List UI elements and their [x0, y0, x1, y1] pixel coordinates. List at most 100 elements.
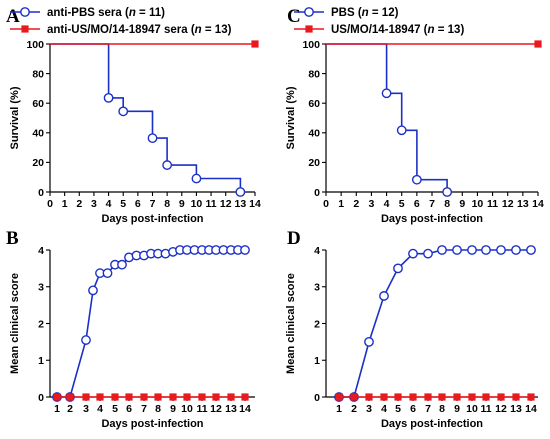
legend-label-prefix: US/MO/14-18947 ( [331, 24, 428, 36]
data-point [118, 106, 129, 117]
data-point [240, 245, 250, 255]
x-tick-label: 11 [206, 198, 217, 210]
data-point [467, 245, 477, 255]
data-point [162, 160, 173, 170]
x-tick-label: 7 [141, 403, 147, 415]
x-tick-label: 5 [112, 403, 118, 415]
x-tick-label: 3 [91, 198, 97, 210]
x-tick-label: 7 [425, 403, 431, 415]
legend-marker [20, 7, 30, 17]
x-tick-label: 8 [439, 403, 445, 415]
data-point [496, 245, 506, 255]
x-tick-label: 6 [126, 403, 132, 415]
data-point [512, 393, 520, 401]
x-tick-label: 14 [525, 403, 537, 415]
data-point [482, 393, 490, 401]
y-tick-label: 4 [314, 245, 320, 257]
data-point [103, 92, 114, 103]
data-point [140, 393, 148, 401]
x-tick-label: 5 [120, 198, 126, 210]
y-tick-label: 20 [308, 157, 320, 169]
data-point [53, 393, 61, 401]
y-axis-title: Survival (%) [9, 86, 21, 149]
data-point [102, 268, 113, 279]
y-axis-title: Survival (%) [285, 86, 297, 149]
x-tick-label: 9 [454, 403, 460, 415]
data-point [527, 393, 535, 401]
x-tick-label: 12 [210, 403, 222, 415]
x-tick-label: 9 [459, 198, 465, 210]
y-tick-label: 1 [314, 355, 320, 367]
x-tick-label: 0 [323, 198, 329, 210]
y-tick-label: 3 [38, 282, 44, 294]
x-tick-label: 0 [47, 198, 53, 210]
x-tick-label: 6 [410, 403, 416, 415]
y-tick-label: 0 [314, 392, 320, 404]
panel-letter: A [6, 6, 20, 27]
data-point [380, 393, 388, 401]
y-tick-label: 0 [38, 392, 44, 404]
data-point [526, 245, 536, 255]
x-tick-label: 12 [495, 403, 507, 415]
data-point [396, 125, 407, 136]
data-point [66, 393, 74, 401]
x-tick-label: 11 [487, 198, 498, 210]
x-tick-label: 4 [97, 403, 103, 415]
x-tick-label: 3 [366, 403, 372, 415]
x-tick-label: 10 [181, 403, 193, 415]
data-point [408, 248, 418, 259]
y-tick-label: 3 [314, 282, 320, 294]
x-tick-label: 4 [381, 403, 387, 415]
y-tick-label: 100 [302, 39, 320, 51]
series-line [50, 43, 242, 192]
x-axis-title: Days post-infection [101, 418, 203, 430]
y-tick-label: 80 [308, 68, 320, 80]
data-point [534, 40, 542, 48]
legend-marker [21, 25, 29, 33]
y-tick-label: 40 [308, 128, 320, 140]
data-point [379, 291, 389, 301]
data-point [394, 393, 402, 401]
series-line [339, 249, 531, 398]
x-tick-label: 8 [155, 403, 161, 415]
data-point [241, 393, 249, 401]
x-tick-label: 11 [480, 403, 491, 415]
data-point [411, 174, 422, 185]
data-point [82, 393, 90, 401]
legend-label-prefix: anti-PBS sera ( [47, 7, 129, 19]
data-point [235, 187, 246, 197]
data-point [147, 133, 158, 144]
series-line [57, 249, 245, 398]
x-tick-label: 2 [351, 403, 357, 415]
data-point [438, 393, 446, 401]
data-point [96, 393, 104, 401]
y-tick-label: 20 [32, 157, 44, 169]
panel-letter: B [6, 228, 19, 249]
x-tick-label: 13 [517, 198, 529, 210]
panel-letter: D [287, 228, 301, 249]
data-point [154, 393, 162, 401]
x-tick-label: 6 [135, 198, 141, 210]
series-blue [334, 245, 536, 402]
y-tick-label: 0 [38, 187, 44, 199]
legend-label-suffix: = 11) [136, 7, 165, 19]
x-tick-label: 14 [239, 403, 251, 415]
y-tick-label: 4 [38, 245, 44, 257]
data-point [497, 393, 505, 401]
series-red [335, 393, 535, 401]
legend-marker [305, 25, 313, 33]
y-axis-title: Mean clinical score [285, 273, 297, 374]
data-point [393, 263, 403, 274]
x-tick-label: 3 [369, 198, 375, 210]
y-tick-label: 100 [26, 39, 44, 51]
data-point [183, 393, 191, 401]
data-point [365, 393, 373, 401]
y-tick-label: 2 [314, 318, 320, 330]
series-red [50, 40, 259, 48]
legend-label-n: n [129, 7, 136, 19]
x-tick-label: 9 [170, 403, 176, 415]
data-point [453, 393, 461, 401]
